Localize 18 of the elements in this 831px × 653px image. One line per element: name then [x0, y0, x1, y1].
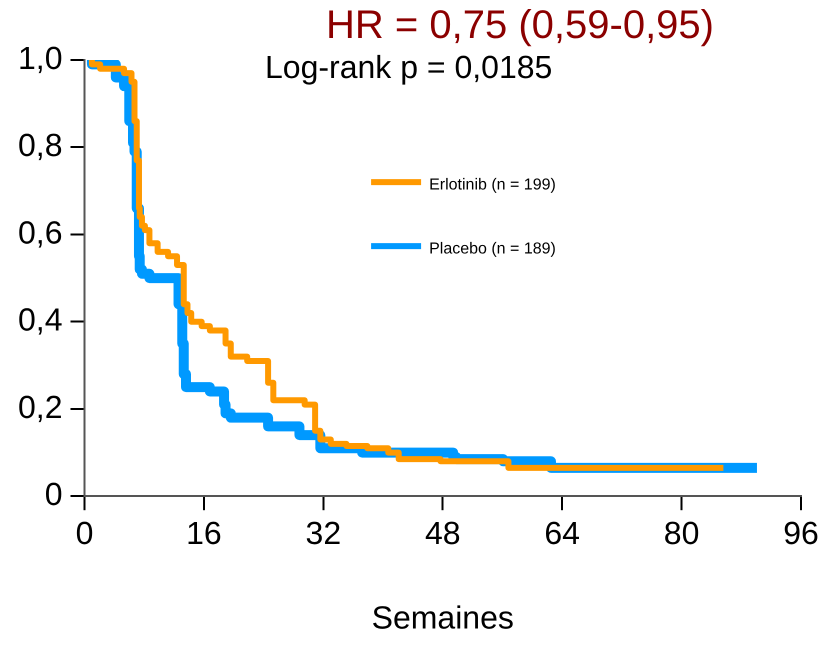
x-tick-label: 96: [783, 515, 819, 552]
annotation: Log-rank p = 0,0185: [265, 49, 552, 85]
legend-label: Erlotinib (n = 199): [429, 176, 556, 194]
x-tick-label: 16: [186, 515, 222, 552]
y-tick-label: 0: [44, 476, 62, 512]
x-tick-label: 64: [544, 515, 580, 552]
y-tick-label: 0,8: [18, 127, 62, 164]
y-tick-label: 0,2: [18, 388, 62, 425]
x-axis-title: Semaines: [372, 600, 514, 636]
y-tick-label: 0,4: [18, 302, 62, 338]
x-tick-label: 48: [424, 515, 461, 552]
y-tick-label: 0,6: [18, 214, 62, 250]
y-tick-label: 1,0: [18, 40, 62, 76]
legend-label: Placebo (n = 189): [429, 240, 556, 258]
chart-title: HR = 0,75 (0,59-0,95): [326, 3, 714, 47]
x-tick-label: 32: [306, 515, 342, 552]
x-tick-label: 0: [76, 515, 94, 552]
x-tick-label: 80: [664, 515, 700, 552]
